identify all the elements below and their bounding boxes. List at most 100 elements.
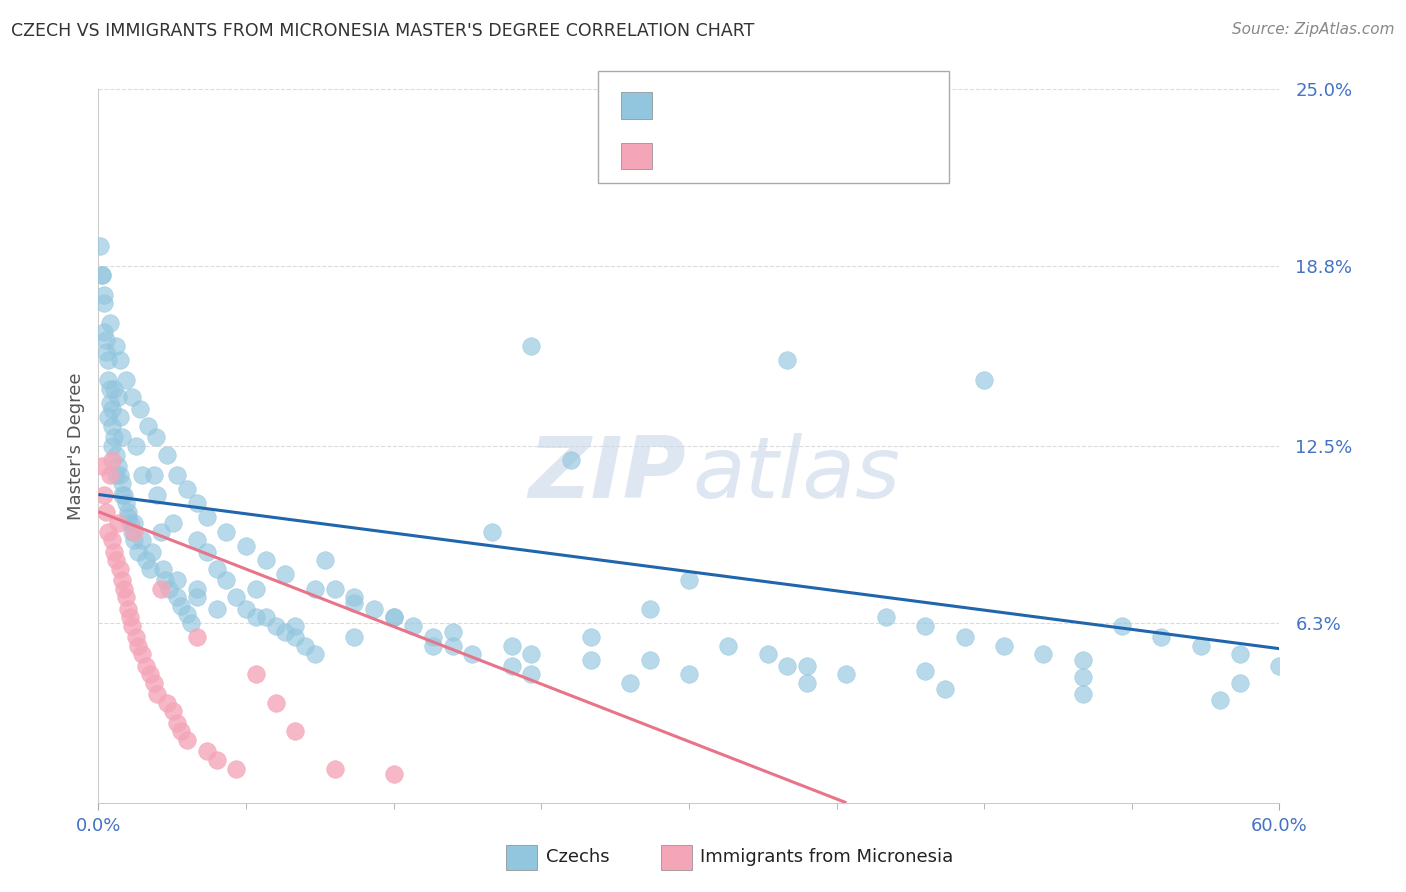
Point (105, 467, 128, 482)
Point (103, 430, 125, 444)
Point (402, 619, 425, 633)
Point (166, 467, 188, 482)
Point (101, 533, 124, 548)
Point (186, 496, 208, 510)
Point (245, 667, 267, 681)
Point (186, 591, 208, 605)
Point (914, 619, 936, 633)
Point (274, 624, 297, 639)
Point (127, 544, 149, 558)
Point (225, 591, 247, 605)
Point (115, 373, 138, 387)
Point (101, 401, 124, 416)
Point (678, 667, 700, 681)
Point (101, 419, 124, 434)
Point (382, 767, 405, 781)
Point (215, 573, 238, 587)
Point (131, 533, 153, 548)
Point (1071, 653, 1094, 667)
Point (501, 658, 523, 673)
Point (1071, 687, 1094, 701)
Point (205, 562, 228, 576)
Point (125, 630, 148, 644)
Point (520, 667, 543, 681)
Point (111, 573, 134, 587)
Point (186, 630, 208, 644)
Point (91, 458, 114, 473)
Point (122, 524, 145, 539)
Point (111, 476, 134, 491)
Point (93, 296, 115, 310)
Point (314, 553, 336, 567)
Point (235, 601, 257, 615)
Point (122, 533, 145, 548)
Point (121, 524, 143, 539)
Point (96, 344, 118, 359)
Point (166, 573, 188, 587)
Point (343, 591, 366, 605)
Point (638, 653, 661, 667)
Point (89, 239, 111, 253)
Point (461, 648, 484, 662)
Point (156, 448, 179, 462)
Point (97, 524, 120, 539)
Point (274, 567, 297, 582)
Point (363, 601, 385, 615)
Point (1189, 639, 1212, 653)
Point (146, 687, 169, 701)
Point (145, 430, 167, 444)
Point (135, 553, 157, 567)
Point (108, 562, 131, 576)
Point (105, 339, 128, 353)
Point (125, 439, 148, 453)
Point (235, 539, 257, 553)
Point (619, 676, 641, 690)
Point (323, 582, 346, 596)
Point (150, 524, 173, 539)
Point (107, 391, 129, 405)
Text: 40: 40 (844, 147, 869, 165)
Point (108, 410, 131, 425)
Point (112, 487, 135, 501)
Point (254, 553, 277, 567)
Text: R =: R = (664, 96, 703, 114)
Text: Czechs: Czechs (546, 848, 609, 866)
Point (343, 630, 366, 644)
Point (93, 325, 115, 339)
Point (96, 334, 118, 348)
Point (127, 639, 149, 653)
Point (166, 591, 188, 605)
Text: N =: N = (790, 147, 842, 165)
Point (180, 615, 202, 630)
Point (215, 524, 238, 539)
Point (1229, 648, 1251, 662)
Point (141, 544, 163, 558)
Point (121, 391, 143, 405)
Point (111, 430, 134, 444)
Text: 122: 122 (844, 96, 882, 114)
Point (107, 458, 129, 473)
Point (118, 516, 141, 530)
Y-axis label: Master's Degree: Master's Degree (66, 372, 84, 520)
Point (117, 510, 139, 524)
Point (225, 762, 247, 776)
Point (176, 733, 198, 747)
Point (343, 596, 366, 610)
Point (128, 401, 150, 416)
Point (138, 667, 160, 681)
Point (382, 610, 405, 624)
Point (96, 505, 118, 519)
Text: Immigrants from Micronesia: Immigrants from Micronesia (700, 848, 953, 866)
Point (117, 505, 139, 519)
Point (264, 619, 287, 633)
Point (108, 353, 131, 368)
Point (186, 533, 208, 548)
Point (284, 724, 307, 739)
Point (135, 658, 157, 673)
Point (152, 562, 174, 576)
Point (294, 639, 316, 653)
Point (186, 582, 208, 596)
Point (835, 667, 858, 681)
Point (1071, 670, 1094, 684)
Point (756, 648, 779, 662)
